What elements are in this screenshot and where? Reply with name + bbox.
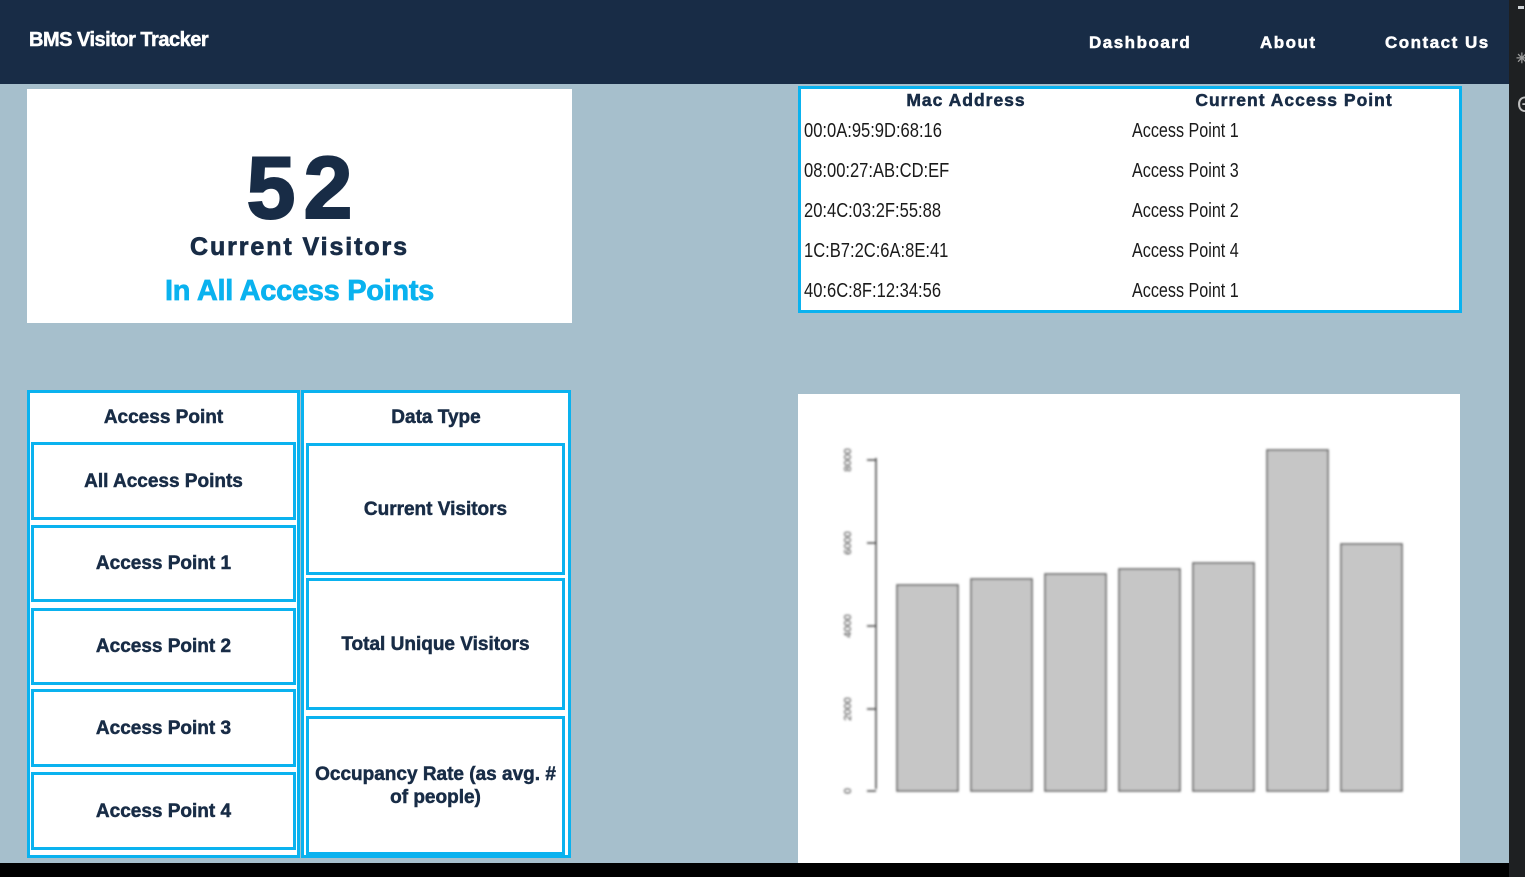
svg-text:0: 0 xyxy=(842,788,854,794)
svg-text:4000: 4000 xyxy=(842,614,854,638)
svg-text:8000: 8000 xyxy=(842,448,854,472)
svg-text:2000: 2000 xyxy=(842,697,854,721)
svg-text:6000: 6000 xyxy=(842,531,854,555)
